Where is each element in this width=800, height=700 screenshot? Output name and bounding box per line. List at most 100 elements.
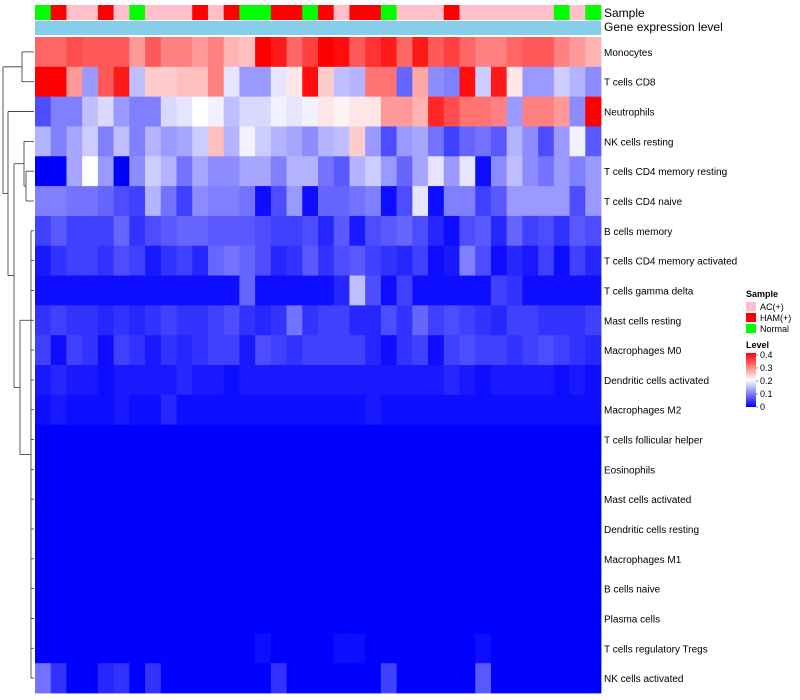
heatmap-cell [145,37,162,68]
heatmap-cell [380,186,398,217]
heatmap-cell [160,484,177,515]
heatmap-cell [35,543,52,575]
heatmap-cell [506,514,523,545]
heatmap-cell [207,365,225,396]
heatmap-cell [506,365,523,396]
heatmap-cell [286,96,303,127]
heatmap-cell [475,484,492,515]
heatmap-cell [286,186,303,217]
heatmap-cell [396,66,413,98]
heatmap-cell [569,633,586,664]
row-label: Macrophages M0 [604,346,682,357]
heatmap-cell [333,335,350,366]
heatmap-cell [506,126,523,157]
heatmap-cell [506,275,523,306]
heatmap-cell [302,603,319,634]
heatmap-cell [160,514,177,545]
sample-annotation-cell [349,5,366,20]
heatmap-cell [129,186,146,217]
heatmap-cell [145,424,162,455]
heatmap-cell [428,365,445,396]
heatmap-cell [82,305,99,336]
sample-annotation-cell [553,5,570,20]
heatmap-cell [585,543,602,575]
heatmap-cell [192,66,209,98]
heatmap-cell [223,305,240,336]
heatmap-cell [207,394,225,426]
heatmap-cell [538,335,555,366]
heatmap-cell [82,66,99,98]
heatmap-cell [82,424,99,455]
heatmap-cell [349,305,366,336]
heatmap-cell [207,156,225,187]
heatmap-cell [443,454,460,485]
heatmap-cell [428,305,445,336]
heatmap-cell [255,573,272,604]
heatmap-cell [129,66,146,98]
heatmap-cell [490,305,508,336]
heatmap-cell [538,573,555,604]
heatmap-cell [113,365,130,396]
heatmap-cell [349,66,366,98]
heatmap-cell [35,633,52,664]
heatmap-cell [380,394,398,426]
heatmap-cell [569,424,586,455]
heatmap-cell [160,126,177,157]
heatmap-cell [490,186,508,217]
heatmap-cell [490,96,508,127]
heatmap-cell [223,126,240,157]
heatmap-cell [192,245,209,276]
heatmap-cell [129,573,146,604]
heatmap-cell [113,394,130,426]
heatmap-cell [82,663,99,694]
heatmap-cell [538,186,555,217]
level-color-bar [746,353,756,407]
heatmap-cell [349,245,366,276]
heatmap-cell [286,633,303,664]
heatmap-cell [207,603,225,634]
heatmap-cell [270,454,287,485]
heatmap-cell [160,633,177,664]
heatmap-cell [207,335,225,366]
heatmap-cell [35,156,52,187]
heatmap-cell [35,66,52,98]
heatmap-cell [380,633,398,664]
heatmap-cell [412,335,429,366]
heatmap-cell [223,663,240,694]
heatmap-cell [333,365,350,396]
heatmap-cell [223,424,240,455]
heatmap-cell [412,215,429,247]
heatmap-cell [506,573,523,604]
row-label: T cells CD8 [604,78,656,89]
heatmap-cell [255,365,272,396]
heatmap-cell [192,514,209,545]
heatmap-cell [239,394,256,426]
heatmap-cell [396,454,413,485]
heatmap-cell [66,96,83,127]
heatmap-cell [50,394,67,426]
heatmap-cell [412,603,429,634]
heatmap-cell [50,305,67,336]
heatmap-cell [239,275,256,306]
sample-annotation-cell [207,5,225,20]
heatmap-cell [396,245,413,276]
heatmap-cell [270,514,287,545]
heatmap-cell [349,484,366,515]
heatmap-cell [302,245,319,276]
heatmap-cell [129,484,146,515]
heatmap-cell [349,335,366,366]
sample-annotation-cell [475,5,492,20]
heatmap-cell [318,215,335,247]
heatmap-cell [333,275,350,306]
heatmap-cell [475,454,492,485]
heatmap-cell [475,215,492,247]
heatmap-cell [50,245,67,276]
heatmap-cell [318,484,335,515]
heatmap-cell [365,126,382,157]
heatmap-cell [35,663,52,694]
heatmap-cell [192,37,209,68]
heatmap-cell [553,156,570,187]
heatmap-cell [223,573,240,604]
heatmap-cell [318,603,335,634]
heatmap-cell [506,215,523,247]
